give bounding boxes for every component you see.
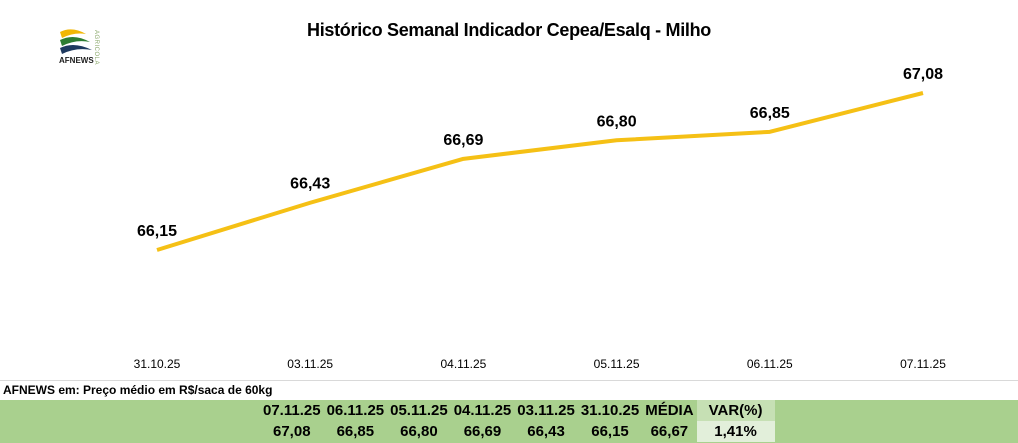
summary-header-cell: 07.11.25: [263, 402, 321, 419]
x-tick-label: 07.11.25: [900, 357, 946, 371]
leaf-icon: [60, 29, 92, 54]
afnews-logo: [56, 24, 112, 70]
series-layer: [156, 91, 924, 252]
data-label: 66,85: [750, 105, 790, 122]
summary-value-cell: 66,85: [336, 423, 375, 440]
summary-header-var: VAR(%): [696, 400, 775, 421]
x-tick-label: 04.11.25: [440, 357, 486, 371]
logo-text: AFNEWS: [59, 56, 94, 65]
summary-header-cell: 03.11.25: [517, 402, 575, 419]
summary-table: 07.11.25 06.11.25 05.11.25 04.11.25 03.1…: [260, 400, 775, 442]
summary-header-media: MÉDIA: [645, 402, 694, 419]
data-label: 67,08: [903, 66, 943, 83]
summary-header-cell: 06.11.25: [326, 402, 385, 419]
data-label: 66,69: [443, 132, 483, 149]
summary-value-row: 67,08 66,85 66,80 66,69 66,43 66,15 66,6…: [260, 421, 775, 442]
summary-value-cell: 66,15: [591, 423, 629, 440]
summary-value-cell: 66,43: [527, 423, 565, 440]
summary-value-cell: 66,69: [463, 423, 502, 440]
data-label: 66,15: [137, 223, 177, 240]
summary-value-media: 66,67: [650, 423, 689, 440]
series-line: [156, 91, 924, 252]
summary-header-cell: 04.11.25: [453, 402, 512, 419]
summary-header-cell: 05.11.25: [390, 402, 448, 419]
chart-title: Histórico Semanal Indicador Cepea/Esalq …: [307, 20, 711, 40]
summary-header-cell: 31.10.25: [580, 402, 640, 419]
line-chart: 66,15 66,43 66,69 66,80 66,85 67,08 31.10.25 0…: [134, 66, 947, 371]
x-tick-label: 06.11.25: [747, 357, 793, 371]
x-tick-label: 05.11.25: [594, 357, 640, 371]
logo-subtext: AGRICOLA: [93, 30, 99, 66]
footer-note: AFNEWS em: Preço médio em R$/saca de 60k…: [3, 383, 273, 397]
x-tick-label: 31.10.25: [134, 357, 181, 371]
x-tick-layer: 31.10.25 03.11.25 04.11.25 05.11.25 06.11.25…: [134, 357, 947, 371]
summary-value-var: 1,41%: [696, 421, 775, 442]
summary-band: [0, 400, 1018, 443]
summary-value-cell: 66,80: [400, 423, 438, 440]
summary-header-row: 07.11.25 06.11.25 05.11.25 04.11.25 03.1…: [260, 400, 775, 421]
summary-value-cell: 67,08: [273, 423, 311, 440]
data-label-layer: 66,15 66,43 66,69 66,80 66,85 67,08: [137, 66, 943, 240]
chart-area: AFNEWS AGRICOLA Histórico Semanal Indica…: [0, 20, 1018, 381]
x-tick-label: 03.11.25: [287, 357, 333, 371]
data-label: 66,80: [597, 113, 637, 130]
data-label: 66,43: [290, 176, 330, 193]
